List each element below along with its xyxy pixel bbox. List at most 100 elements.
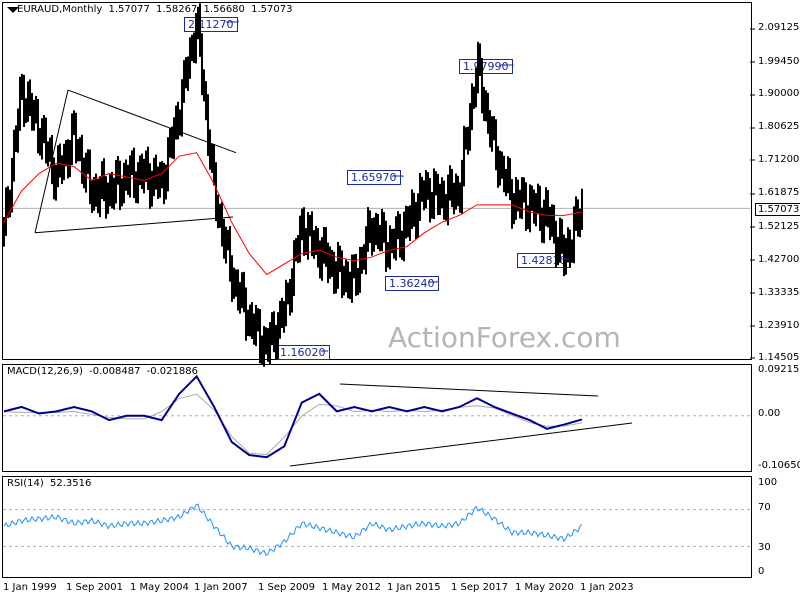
candle-bar — [69, 140, 71, 178]
candle-bar — [157, 166, 159, 199]
candle-bar — [495, 119, 497, 171]
candle-bar — [39, 128, 41, 156]
candle-bar — [489, 110, 491, 148]
candle-bar — [81, 134, 83, 184]
candle-bar — [287, 282, 289, 305]
candle-bar — [431, 191, 433, 219]
candle-bar — [265, 327, 267, 355]
candle-bar — [371, 218, 373, 256]
candle-bar — [107, 182, 109, 214]
macd-line — [3, 374, 583, 459]
candle-bar — [305, 228, 307, 256]
callout-connector — [226, 20, 239, 23]
candle-bar — [351, 254, 353, 303]
candle-bar — [71, 113, 73, 166]
candle-bar — [249, 304, 251, 337]
macd-signal-value: -0.021886 — [146, 366, 198, 377]
candle-bar — [225, 226, 227, 264]
candle-bar — [519, 189, 521, 219]
candle-bar — [471, 83, 473, 131]
candle-bar — [119, 160, 121, 211]
price-tick-label: 2.09125 — [758, 22, 800, 33]
candle-bar — [185, 57, 187, 89]
candle-bar — [457, 175, 459, 207]
candle-bar — [443, 180, 445, 220]
candle-bar — [273, 311, 275, 353]
price-tick-label: 1.33335 — [758, 287, 800, 298]
candle-bar — [565, 238, 567, 275]
candle-bar — [315, 225, 317, 255]
rsi-tick-label: 0 — [758, 566, 765, 577]
candle-bar — [205, 81, 207, 121]
candle-bar — [505, 168, 507, 197]
watermark: ActionForex.com — [388, 321, 621, 354]
candle-bar — [483, 86, 485, 121]
rsi-pane[interactable]: RSI(14) 52.3516 — [2, 476, 752, 578]
candle-bar — [291, 268, 293, 313]
candle-bar — [355, 253, 357, 296]
candle-bar — [337, 241, 339, 289]
candle-bar — [503, 155, 505, 193]
candle-bar — [525, 182, 527, 231]
candle-bar — [181, 79, 183, 137]
macd-title: MACD(12,26,9) — [7, 366, 83, 377]
candle-bar — [99, 176, 101, 218]
candle-bar — [473, 86, 475, 109]
annotation-callout: 1.16020 — [276, 345, 330, 360]
candle-bar — [211, 143, 213, 173]
candle-bar — [319, 240, 321, 279]
candle-bar — [501, 151, 503, 179]
candle-bar — [219, 203, 221, 228]
candle-bar — [439, 183, 441, 216]
candle-bar — [403, 211, 405, 262]
candle-bar — [491, 116, 493, 152]
candle-bar — [195, 13, 197, 64]
candle-bar — [543, 199, 545, 244]
candle-bar — [475, 67, 477, 108]
candle-bar — [401, 230, 403, 260]
candle-bar — [169, 128, 171, 158]
candle-bar — [331, 249, 333, 277]
date-tick-label: 1 Jan 2007 — [194, 582, 248, 593]
candle-bar — [303, 207, 305, 256]
macd-trendline-lower — [289, 422, 633, 467]
candle-bar — [221, 201, 223, 247]
candle-bar — [321, 237, 323, 281]
candle-bar — [203, 69, 205, 102]
candle-bar — [135, 171, 137, 203]
candle-bar — [397, 211, 399, 240]
candle-bar — [17, 108, 19, 153]
candle-bar — [77, 138, 79, 162]
candle-bar — [423, 180, 425, 211]
candle-bar — [539, 185, 541, 231]
candle-bar — [27, 81, 29, 122]
candle-bar — [561, 218, 563, 253]
candle-bar — [521, 177, 523, 220]
candle-bar — [381, 208, 383, 252]
candle-bar — [145, 150, 147, 182]
candle-bar — [357, 267, 359, 296]
rsi-tick-label: 70 — [758, 502, 771, 513]
candle-bar — [405, 205, 407, 239]
candle-bar — [173, 117, 175, 160]
candle-bar — [187, 56, 189, 91]
candle-bar — [311, 211, 313, 257]
candle-bar — [427, 172, 429, 200]
candle-bar — [193, 32, 195, 63]
candle-bar — [271, 312, 273, 346]
candle-bar — [109, 174, 111, 207]
candle-bar — [493, 116, 495, 141]
macd-tick-label: -0.106503 — [758, 460, 800, 471]
candle-bar — [419, 173, 421, 221]
candle-bar — [553, 204, 555, 244]
date-tick-label: 1 May 2004 — [130, 582, 189, 593]
dropdown-triangle-icon[interactable] — [7, 7, 19, 13]
macd-tick-label: 0.092158 — [758, 364, 800, 375]
candle-bar — [411, 189, 413, 229]
candle-bar — [253, 313, 255, 345]
candle-bar — [3, 217, 5, 247]
macd-pane[interactable]: MACD(12,26,9) -0.008487 -0.021886 — [2, 364, 752, 472]
candle-bar — [497, 146, 499, 188]
ohlc-low: 1.56680 — [203, 4, 245, 15]
candle-bar — [515, 177, 517, 220]
